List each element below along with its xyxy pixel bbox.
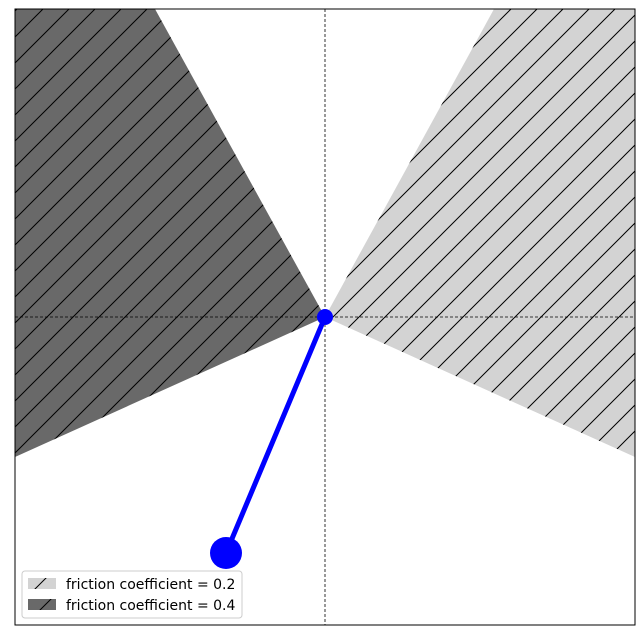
friction-region-0.4-hatch [15,9,325,457]
pendulum-pivot [317,309,333,325]
friction-region-0.2-hatch [325,9,635,457]
legend-box [21,570,243,619]
legend: friction coefficient = 0.2 friction coef… [21,570,243,619]
legend-label-0.2: friction coefficient = 0.2 [66,577,235,593]
pendulum-rod [223,314,328,556]
legend-swatch-0.4-hatch [28,599,56,610]
legend-swatch-0.2-hatch [28,578,56,589]
plot-frame [14,8,636,626]
pendulum-mass [210,537,242,569]
legend-label-0.4: friction coefficient = 0.4 [66,598,236,614]
